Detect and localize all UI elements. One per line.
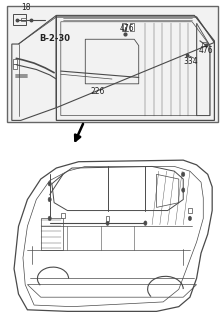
Bar: [21, 18, 26, 21]
Circle shape: [48, 197, 51, 202]
Circle shape: [106, 221, 109, 225]
Bar: [188, 208, 192, 213]
Text: B-2-30: B-2-30: [40, 34, 71, 43]
Bar: [61, 213, 65, 218]
Text: 18: 18: [21, 3, 30, 12]
Bar: [13, 64, 17, 69]
Bar: [202, 43, 207, 46]
Circle shape: [182, 172, 185, 177]
Text: 226: 226: [90, 87, 105, 96]
Bar: [106, 216, 109, 221]
Circle shape: [182, 188, 185, 192]
Circle shape: [144, 221, 147, 225]
Bar: [123, 23, 126, 30]
Circle shape: [48, 181, 51, 186]
Text: 476: 476: [199, 46, 213, 55]
Circle shape: [48, 216, 51, 221]
Bar: [130, 23, 134, 31]
Circle shape: [188, 216, 192, 221]
Text: 334: 334: [183, 57, 198, 66]
Text: 476: 476: [119, 24, 134, 33]
Bar: [13, 59, 17, 64]
Bar: [7, 6, 218, 122]
